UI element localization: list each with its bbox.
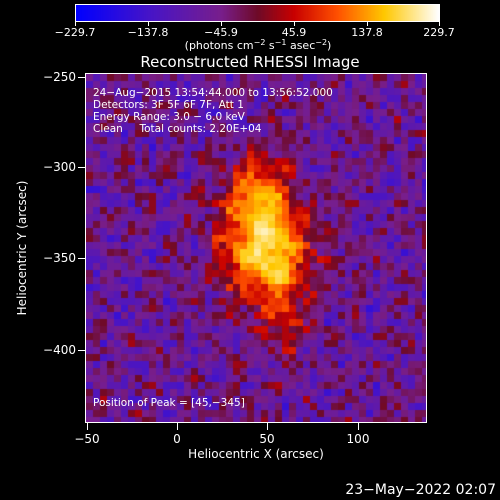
x-tick-label: 50 (259, 432, 275, 446)
peak-position-label: Position of Peak = [45,−345] (93, 397, 245, 409)
info-time-range: 24−Aug−2015 13:54:44.000 to 13:56:52.000 (93, 87, 333, 99)
colorbar-gradient (76, 5, 439, 21)
info-detectors: Detectors: 3F 5F 6F 7F, Att 1 (93, 99, 244, 111)
colorbar-tick-label: −45.9 (204, 26, 238, 39)
plot-title: Reconstructed RHESSI Image (140, 53, 360, 71)
x-tick-label: −50 (74, 432, 100, 446)
colorbar-tick (439, 21, 440, 26)
y-axis-title: Heliocentric Y (arcsec) (15, 180, 29, 316)
x-tick-label: 100 (346, 432, 370, 446)
colorbar-tick (294, 21, 295, 26)
y-tick (78, 350, 85, 351)
y-tick (78, 77, 85, 78)
colorbar (75, 4, 440, 22)
x-tick (267, 423, 268, 430)
y-tick-label: −350 (43, 251, 76, 265)
y-tick-label: −250 (43, 70, 76, 84)
x-tick (177, 423, 178, 430)
x-tick (358, 423, 359, 430)
x-tick-label: 0 (173, 432, 181, 446)
colorbar-tick-label: −137.8 (127, 26, 169, 39)
y-tick (78, 258, 85, 259)
info-counts: Clean Total counts: 2.20E+04 (93, 123, 262, 135)
colorbar-tick-label: 45.9 (281, 26, 307, 39)
colorbar-tick (221, 21, 222, 26)
y-tick-label: −400 (43, 343, 76, 357)
colorbar-tick (148, 21, 149, 26)
colorbar-tick (367, 21, 368, 26)
footer-date: 23−May−2022 02:07 (345, 482, 496, 498)
x-tick (87, 423, 88, 430)
colorbar-tick-label: 137.8 (351, 26, 383, 39)
colorbar-tick-label: −229.7 (54, 26, 96, 39)
colorbar-tick (75, 21, 76, 26)
rhessi-image (86, 74, 426, 422)
image-plot[interactable] (85, 73, 427, 423)
x-axis-title: Heliocentric X (arcsec) (188, 447, 324, 461)
y-tick (78, 167, 85, 168)
y-tick-label: −300 (43, 160, 76, 174)
info-energy-range: Energy Range: 3.0 − 6.0 keV (93, 111, 245, 123)
colorbar-tick-label: 229.7 (423, 26, 455, 39)
colorbar-units: (photons cm−2 s−1 asec−2) (184, 38, 332, 52)
